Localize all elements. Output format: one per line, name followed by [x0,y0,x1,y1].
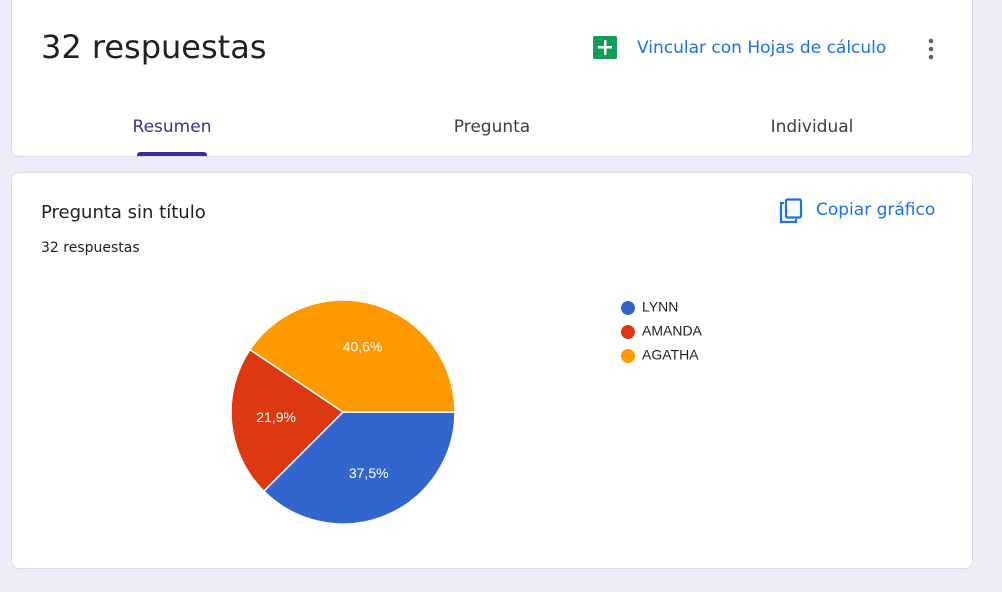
tab[interactable]: Pregunta [453,117,531,137]
legend-label: AMANDA [642,323,703,339]
sheets-icon [593,36,617,59]
legend-marker [621,301,635,315]
copy-icon[interactable] [779,198,803,224]
slice-label: 37,5% [349,465,389,481]
tab[interactable]: Individual [770,117,854,137]
link-sheets[interactable]: Vincular con Hojas de cálculo [637,38,887,58]
legend-label: LYNN [642,299,678,315]
slice-label: 21,9% [256,409,296,425]
tab-indicator [137,152,207,156]
responses-title: 32 respuestas [41,28,267,66]
legend-marker [621,349,635,363]
question-title: Pregunta sin título [41,202,206,223]
summary-card [11,0,973,157]
tab[interactable]: Resumen [132,117,212,137]
response-count: 32 respuestas [41,240,140,256]
pie-slice [248,299,456,413]
legend-marker [621,325,635,339]
slice-label: 40,6% [343,338,383,354]
pie-slice [262,411,456,525]
pie-slice [230,348,345,493]
more-menu[interactable] [926,38,936,60]
legend-label: AGATHA [642,347,699,363]
question-card [11,172,973,569]
copy-chart[interactable]: Copiar gráfico [816,200,936,220]
